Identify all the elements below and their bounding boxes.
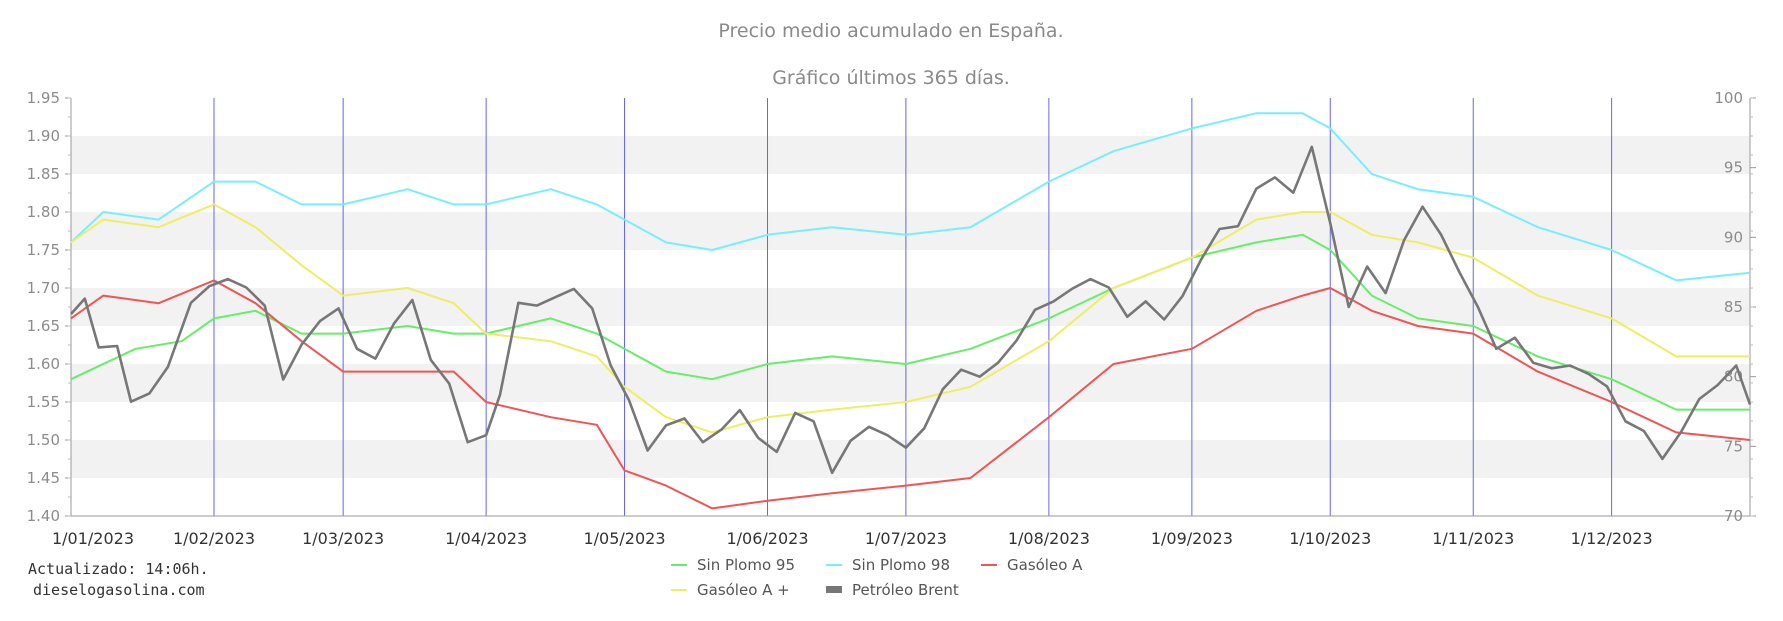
right-tick-label: 75 [1724, 437, 1743, 455]
grid-band [71, 98, 1750, 136]
left-tick-label: 1.75 [27, 241, 60, 259]
series-line-gas-leo-a- [70, 203, 1750, 434]
legend-label: Sin Plomo 98 [852, 556, 950, 574]
grid-band [71, 212, 1750, 250]
right-tick-label: 100 [1714, 89, 1743, 107]
chart-title: Precio medio acumulado en España. [718, 20, 1063, 42]
x-tick-label: 1/03/2023 [302, 529, 384, 548]
x-tick-label: 1/08/2023 [1008, 529, 1090, 548]
left-tick-label: 1.65 [27, 317, 60, 335]
grid-band [71, 174, 1750, 212]
x-tick-label: 1/12/2023 [1571, 529, 1653, 548]
left-tick-label: 1.80 [27, 203, 60, 221]
month-gridlines [213, 98, 1613, 516]
left-tick-label: 1.95 [27, 89, 60, 107]
updated-time: Actualizado: 14:06h. [28, 560, 209, 578]
x-tick-label: 1/09/2023 [1151, 529, 1233, 548]
left-tick-label: 1.50 [27, 431, 60, 449]
x-tick-label: 1/05/2023 [583, 529, 665, 548]
site-name: dieselogasolina.com [33, 581, 205, 599]
grid-band [71, 326, 1750, 364]
legend-label: Petróleo Brent [852, 581, 959, 599]
x-tick-label: 1/11/2023 [1432, 529, 1514, 548]
chart-subtitle: Gráfico últimos 365 días. [772, 67, 1010, 89]
x-tick-label: 1/07/2023 [865, 529, 947, 548]
right-tick-label: 95 [1724, 159, 1743, 177]
x-tick-label: 1/02/2023 [173, 529, 255, 548]
x-tick-label: 1/10/2023 [1289, 529, 1371, 548]
series-line-sin-plomo-98 [70, 112, 1751, 282]
left-tick-label: 1.40 [27, 507, 60, 525]
left-tick-label: 1.45 [27, 469, 60, 487]
legend: Sin Plomo 95 Sin Plomo 98 Gasóleo A Gasóleo… [671, 556, 1083, 599]
legend-label: Gasóleo A + [697, 581, 790, 599]
legend-swatch [826, 586, 842, 593]
left-tick-label: 1.60 [27, 355, 60, 373]
right-tick-label: 85 [1724, 298, 1743, 316]
series-line-petr-leo-brent [70, 145, 1752, 475]
grid-band [71, 478, 1750, 516]
grid-band [71, 402, 1750, 440]
x-tick-label: 1/01/2023 [52, 529, 134, 548]
legend-label: Gasóleo A [1007, 556, 1083, 574]
series-layer [70, 112, 1752, 510]
left-tick-label: 1.85 [27, 165, 60, 183]
x-axis-ticks: 1/01/2023 1/02/2023 1/03/2023 1/04/2023 1/05… [52, 529, 1653, 548]
series-line-sin-plomo-95 [70, 233, 1750, 411]
right-tick-label: 70 [1724, 507, 1743, 525]
x-tick-label: 1/06/2023 [726, 529, 808, 548]
series-line-gas-leo-a [70, 279, 1751, 510]
right-tick-label: 90 [1724, 228, 1743, 246]
legend-label: Sin Plomo 95 [697, 556, 795, 574]
grid-band [71, 364, 1750, 402]
grid-bands [71, 98, 1750, 516]
left-tick-label: 1.55 [27, 393, 60, 411]
grid-band [71, 136, 1750, 174]
left-tick-label: 1.90 [27, 127, 60, 145]
grid-band [71, 250, 1750, 288]
left-tick-label: 1.70 [27, 279, 60, 297]
grid-band [71, 440, 1750, 478]
x-tick-label: 1/04/2023 [445, 529, 527, 548]
left-axis-ticks: 1.40 1.45 1.50 1.55 1.60 1.65 1.70 1.75 1.80 1.85… [27, 89, 71, 525]
